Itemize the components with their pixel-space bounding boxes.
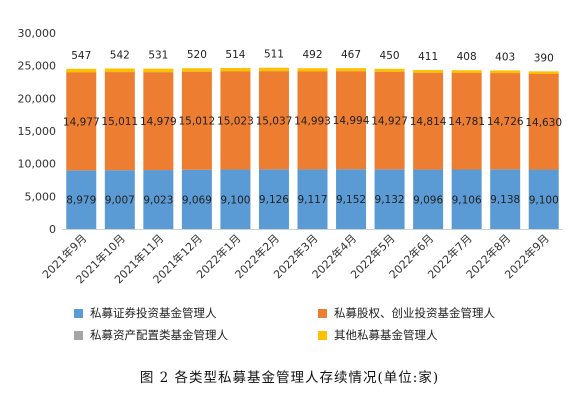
data-label-securities: 9,069 [182, 194, 212, 206]
bar-segment-s1 [374, 71, 405, 170]
y-tick-label: 10,000 [18, 158, 57, 171]
legend-label-equity-vc: 私募股权、创业投资基金管理人 [334, 306, 495, 320]
data-label-securities: 9,096 [413, 194, 443, 206]
data-label-other: 520 [187, 49, 207, 61]
data-label-other: 390 [534, 52, 554, 64]
data-label-equity-vc: 14,977 [63, 116, 100, 128]
data-label-equity-vc: 14,726 [487, 116, 524, 128]
data-label-other: 547 [71, 50, 91, 62]
legend-swatch-other [318, 330, 327, 340]
bar-segment-s0 [374, 169, 405, 229]
bar-segment-s0 [490, 169, 521, 229]
bar-segment-s0 [220, 169, 251, 229]
bar-segment-s1 [258, 71, 289, 170]
data-label-other: 403 [495, 51, 515, 63]
data-label-equity-vc: 14,979 [140, 116, 177, 128]
bar-segment-s1 [104, 72, 135, 171]
bar-segment-s0 [451, 169, 482, 229]
bar-segment-s1 [336, 71, 367, 170]
y-tick-label: 5,000 [25, 190, 57, 203]
data-label-securities: 9,007 [105, 195, 135, 207]
y-tick-label: 30,000 [18, 27, 57, 40]
legend-label-other: 其他私募基金管理人 [334, 328, 438, 342]
bar-segment-s0 [336, 169, 367, 229]
legend-item-other: 其他私募基金管理人 [318, 327, 438, 343]
data-label-securities: 8,979 [66, 195, 96, 207]
bar-segment-s3 [104, 68, 135, 73]
bar-segment-s1 [528, 73, 559, 170]
data-label-securities: 9,126 [259, 194, 289, 206]
data-label-equity-vc: 15,012 [179, 116, 216, 128]
bar-segment-s1 [490, 73, 521, 170]
bar-segment-s1 [181, 71, 212, 170]
bar-segment-s3 [297, 68, 328, 72]
data-label-equity-vc: 14,993 [294, 115, 331, 127]
bar-segment-s3 [143, 68, 174, 73]
data-label-securities: 9,106 [452, 194, 482, 206]
data-label-equity-vc: 14,814 [410, 116, 447, 128]
data-label-securities: 9,023 [143, 195, 173, 207]
data-label-securities: 9,132 [375, 194, 405, 206]
data-label-equity-vc: 14,927 [371, 116, 408, 128]
data-label-other: 450 [380, 50, 400, 62]
y-tick-label: 20,000 [18, 92, 57, 105]
bar-segment-s3 [374, 68, 405, 72]
bar-segment-s3 [220, 67, 251, 72]
data-label-equity-vc: 15,023 [217, 115, 254, 127]
y-tick-label: 25,000 [18, 60, 57, 73]
data-label-securities: 9,152 [336, 194, 366, 206]
bar-segment-s0 [66, 170, 97, 229]
data-label-other: 411 [418, 51, 438, 63]
bar-segment-s1 [451, 72, 482, 170]
data-label-securities: 9,138 [490, 194, 520, 206]
legend-swatch-securities [74, 308, 83, 318]
legend-label-securities: 私募证券投资基金管理人 [90, 306, 217, 320]
bar-segment-s3 [181, 68, 212, 72]
y-tick-label: 15,000 [18, 125, 57, 138]
bar-segment-s1 [143, 72, 174, 171]
legend-swatch-equity-vc [318, 308, 327, 318]
data-label-other: 531 [148, 50, 168, 62]
legend-swatch-asset-allocation [74, 330, 83, 340]
legend-label-asset-allocation: 私募资产配置类基金管理人 [90, 328, 228, 342]
data-label-other: 514 [225, 49, 245, 61]
data-label-equity-vc: 14,630 [525, 117, 562, 129]
legend-item-equity-vc: 私募股权、创业投资基金管理人 [318, 305, 495, 321]
bar-segment-s0 [413, 169, 444, 229]
legend-item-asset-allocation: 私募资产配置类基金管理人 [74, 327, 228, 343]
bar-segment-s1 [413, 72, 444, 170]
data-label-other: 408 [457, 51, 477, 63]
bar-segment-s3 [258, 67, 289, 72]
data-label-securities: 9,117 [297, 194, 327, 206]
data-label-equity-vc: 15,011 [101, 116, 138, 128]
bar-segment-s3 [336, 68, 367, 72]
bar-segment-s0 [143, 170, 174, 229]
data-label-other: 511 [264, 49, 284, 61]
bar-segment-s3 [490, 70, 521, 74]
data-label-other: 492 [302, 49, 322, 61]
legend-item-securities: 私募证券投资基金管理人 [74, 305, 217, 321]
figure-caption: 图 2 各类型私募基金管理人存续情况(单位:家) [139, 370, 440, 386]
data-label-securities: 9,100 [220, 194, 250, 206]
data-label-equity-vc: 14,994 [333, 115, 370, 127]
bar-segment-s1 [220, 71, 251, 170]
bar-segment-s3 [66, 68, 97, 73]
bar-segment-s1 [297, 71, 328, 170]
bar-segment-s0 [104, 170, 135, 229]
data-label-equity-vc: 14,781 [448, 116, 485, 128]
data-label-other: 542 [110, 49, 130, 61]
bar-segment-s3 [451, 70, 482, 73]
bar-segment-s3 [528, 71, 559, 74]
bar-segment-s0 [528, 169, 559, 229]
data-label-equity-vc: 15,037 [256, 115, 293, 127]
data-label-other: 467 [341, 49, 361, 61]
bar-segment-s0 [181, 169, 212, 229]
data-label-securities: 9,100 [529, 194, 559, 206]
bar-segment-s0 [258, 169, 289, 229]
bar-segment-s1 [66, 72, 97, 171]
bar-segment-s3 [413, 70, 444, 73]
bar-segment-s0 [297, 169, 328, 229]
y-tick-label: 0 [49, 223, 56, 236]
